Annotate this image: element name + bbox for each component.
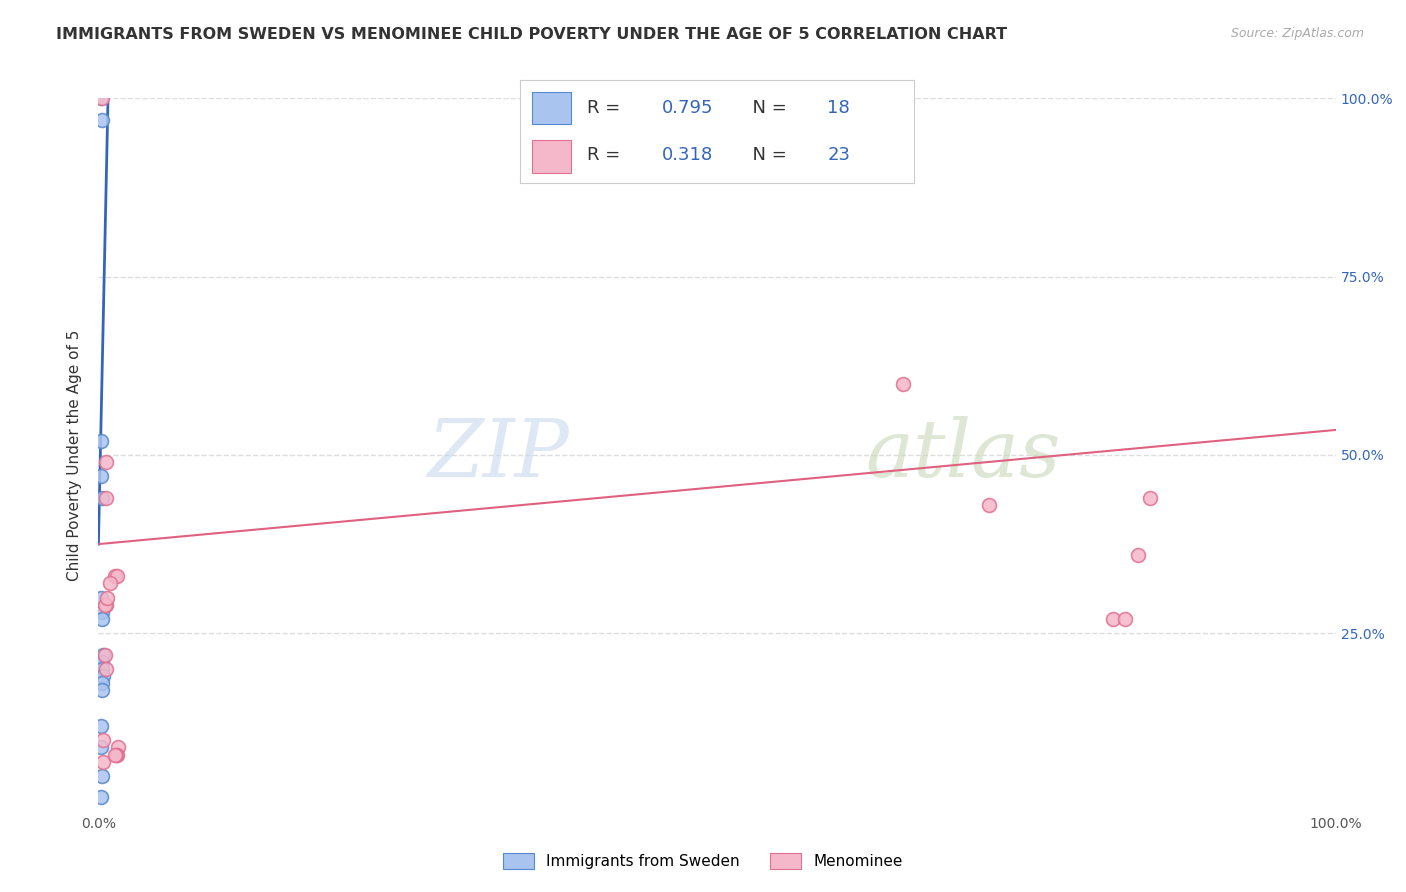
Text: 23: 23 [827,146,851,164]
Point [98,576,121,591]
Point [90,469,112,483]
Text: 18: 18 [827,99,851,117]
Point [105,747,128,762]
Point [93,733,115,747]
Point [91,612,114,626]
Point [105,569,128,583]
Point [107,740,129,755]
Text: R =: R = [588,99,626,117]
Point [94,455,117,469]
Point [93,648,115,662]
Text: 0.318: 0.318 [662,146,713,164]
Point [93,648,115,662]
Legend: Immigrants from Sweden, Menominee: Immigrants from Sweden, Menominee [498,847,908,875]
Point [1102,612,1125,626]
Point [91,655,114,669]
Point [93,755,115,769]
Point [91,491,114,505]
Point [94,491,117,505]
Point [93,669,115,683]
Point [1126,548,1149,562]
Point [979,498,1001,512]
Point [1139,491,1161,505]
Point [90,591,112,605]
Text: R =: R = [588,146,631,164]
Point [94,598,117,612]
Point [91,91,114,105]
Text: Source: ZipAtlas.com: Source: ZipAtlas.com [1230,27,1364,40]
Text: 0.795: 0.795 [662,99,713,117]
Point [91,769,114,783]
Point [90,719,112,733]
FancyBboxPatch shape [531,92,571,124]
Point [103,569,125,583]
Point [90,740,112,755]
Point [91,676,114,690]
Point [91,605,114,619]
Point [91,662,114,676]
Point [91,112,114,127]
Y-axis label: Child Poverty Under the Age of 5: Child Poverty Under the Age of 5 [67,329,83,581]
Text: atlas: atlas [866,417,1062,493]
Point [90,434,112,448]
Text: N =: N = [741,146,792,164]
Point [90,91,112,105]
FancyBboxPatch shape [531,140,571,173]
Text: N =: N = [741,99,792,117]
Point [891,376,914,391]
Text: IMMIGRANTS FROM SWEDEN VS MENOMINEE CHILD POVERTY UNDER THE AGE OF 5 CORRELATION: IMMIGRANTS FROM SWEDEN VS MENOMINEE CHIL… [56,27,1007,42]
Point [104,747,127,762]
Point [93,598,115,612]
Text: ZIP: ZIP [427,417,568,493]
Point [1114,612,1136,626]
Point [91,683,114,698]
Point [103,747,125,762]
Point [90,790,112,805]
Point [96,591,118,605]
Point [94,662,117,676]
